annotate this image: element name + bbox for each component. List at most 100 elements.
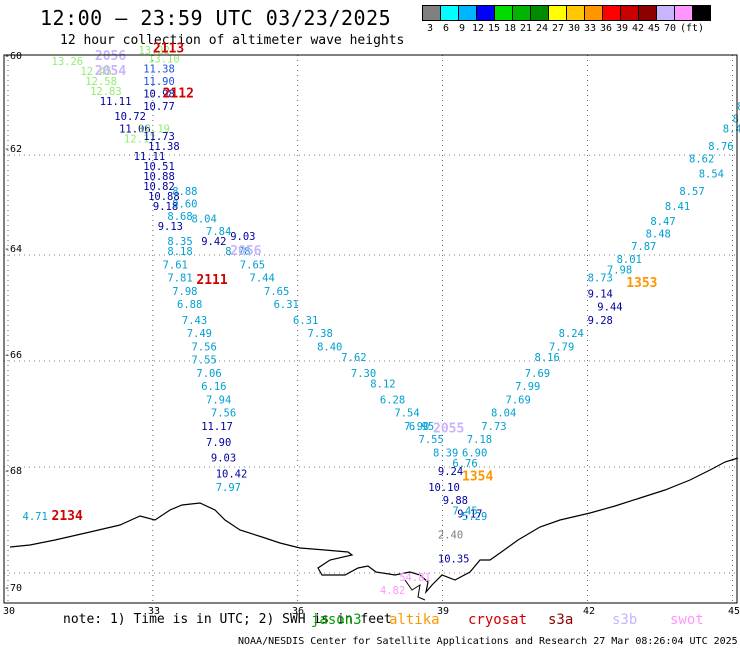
lon-label: 36 [292, 606, 305, 617]
legend-label: 70 [663, 23, 677, 34]
antarctic-coastline [9, 457, 739, 595]
wave-height-value: 7.87 [631, 241, 656, 253]
credit-footer: NOAA/NESDIS Center for Satellite Applica… [238, 636, 738, 647]
wave-height-value: 7.94 [206, 394, 231, 406]
pass-time-label: 2056 [95, 49, 126, 64]
wave-height-value: 7.45 [452, 506, 477, 518]
wave-height-value: 11.17 [201, 421, 233, 433]
wave-height-value: 9.14 [588, 288, 613, 300]
color-legend: 3 6 9 12 15 18 21 24 27 30 33 36 39 42 45 70 (ft) [422, 5, 711, 34]
legend-label: 24 [535, 23, 549, 34]
wave-height-value: 11.11 [100, 96, 132, 108]
graticule [4, 54, 737, 603]
wave-height-value: 10.10 [428, 482, 460, 494]
wave-height-value: 7.43 [182, 315, 207, 327]
wave-height-value: 8.41 [665, 201, 690, 213]
wave-height-value: 8.62 [689, 154, 714, 166]
wave-height-value: 8.24 [559, 328, 584, 340]
lat-label: -62 [4, 144, 23, 155]
pass-time-label: 1354 [462, 469, 493, 484]
wave-height-value: 8.86 [733, 114, 740, 126]
map-subtitle: 12 hour collection of altimeter wave hei… [60, 33, 405, 48]
wave-height-value: 10.88 [143, 171, 175, 183]
wave-height-value: 8.40 [317, 341, 342, 353]
wave-height-value: 9.13 [158, 221, 183, 233]
wave-height-value: 10.88 [148, 191, 180, 203]
wave-height-value: 8.48 [646, 229, 671, 241]
pass-time-label: 2134 [52, 509, 83, 524]
legend-label: 30 [567, 23, 581, 34]
lon-label: 30 [3, 606, 16, 617]
pass-time-label: 2054 [95, 64, 126, 79]
wave-height-value: 7.55 [419, 434, 444, 446]
wave-height-value: 7.62 [341, 352, 366, 364]
lat-label: -70 [4, 583, 23, 594]
lon-label: 42 [583, 606, 596, 617]
wave-height-value: 7.90 [404, 421, 429, 433]
wave-height-value: 8.35 [167, 236, 192, 248]
sat-legend-cryosat: cryosat [468, 612, 528, 628]
lat-label: -60 [4, 51, 23, 62]
wave-height-value: 7.65 [264, 286, 289, 298]
wave-height-value: 8.04 [192, 214, 217, 226]
wave-height-value: 7.18 [467, 434, 492, 446]
wave-height-value: 6.90 [462, 447, 487, 459]
wave-height-value: 12.83 [90, 86, 122, 98]
wave-height-value: 7.73 [481, 421, 506, 433]
wave-height-value: 7.65 [240, 259, 265, 271]
pass-time-label: 2112 [163, 87, 194, 102]
wave-height-value: 9.18 [153, 201, 178, 213]
wave-height-value: 7.06 [196, 368, 221, 380]
wave-height-value: 8.8 [737, 101, 740, 113]
legend-label: 15 [487, 23, 501, 34]
wave-height-value: 11.06 [119, 124, 151, 136]
legend-swatch [692, 5, 711, 21]
lon-label: 45 [728, 606, 740, 617]
map-title: 12:00 – 23:59 UTC 03/23/2025 [40, 6, 392, 30]
map-border [3, 54, 738, 604]
wave-height-value: 7.84 [206, 226, 231, 238]
wave-height-value: 8.76 [708, 141, 733, 153]
wave-height-value: 4.71 [23, 511, 48, 523]
lon-label: 33 [148, 606, 161, 617]
legend-label: 45 [647, 23, 661, 34]
sat-legend-altika: altika [389, 612, 440, 628]
wave-height-value: 7.69 [525, 368, 550, 380]
wave-height-value: 7.98 [607, 265, 632, 277]
wave-height-value: 5.29 [462, 511, 487, 523]
wave-height-value: 7.81 [167, 273, 192, 285]
wave-height-value: 12.45 [80, 66, 112, 78]
wave-height-value: 11.38 [148, 141, 180, 153]
wave-height-value: 8.18 [167, 246, 192, 258]
wave-height-value: 12.19 [138, 124, 170, 136]
sat-legend-jason3: jason3 [311, 612, 362, 628]
wave-height-value: 9.44 [597, 302, 622, 314]
wave-height-value: 8.73 [588, 273, 613, 285]
wave-height-value: 9.42 [201, 236, 226, 248]
wave-height-value: 9.17 [457, 508, 482, 520]
wave-height-value: 7.69 [506, 394, 531, 406]
wave-height-value: 6.88 [177, 299, 202, 311]
wave-height-value: 11.38 [143, 64, 175, 76]
wave-height-value: 13.26 [52, 56, 84, 68]
wave-height-value: 7.30 [351, 368, 376, 380]
wave-height-value: 7.38 [308, 328, 333, 340]
pass-time-label: 2111 [196, 273, 227, 288]
wave-height-value: 8.16 [535, 352, 560, 364]
sat-legend-swot: swot [670, 612, 704, 628]
wave-height-value: 7.97 [216, 482, 241, 494]
wave-height-value: 8.88 [172, 186, 197, 198]
wave-height-value: 9.03 [230, 231, 255, 243]
wave-height-value: 8.04 [491, 408, 516, 420]
legend-label: 9 [458, 23, 466, 34]
pass-time-label: 2113 [153, 42, 184, 57]
legend-label: 21 [519, 23, 533, 34]
wave-height-value: 11.11 [134, 151, 166, 163]
wave-height-value: 6.95 [409, 421, 434, 433]
wave-height-tracks: 13.2612.4512.5812.8313.2213.1011.3811.90… [23, 45, 740, 597]
wave-height-value: 8.78 [225, 246, 250, 258]
wave-height-value: 9.88 [443, 495, 468, 507]
wave-height-value: 6.16 [201, 381, 226, 393]
